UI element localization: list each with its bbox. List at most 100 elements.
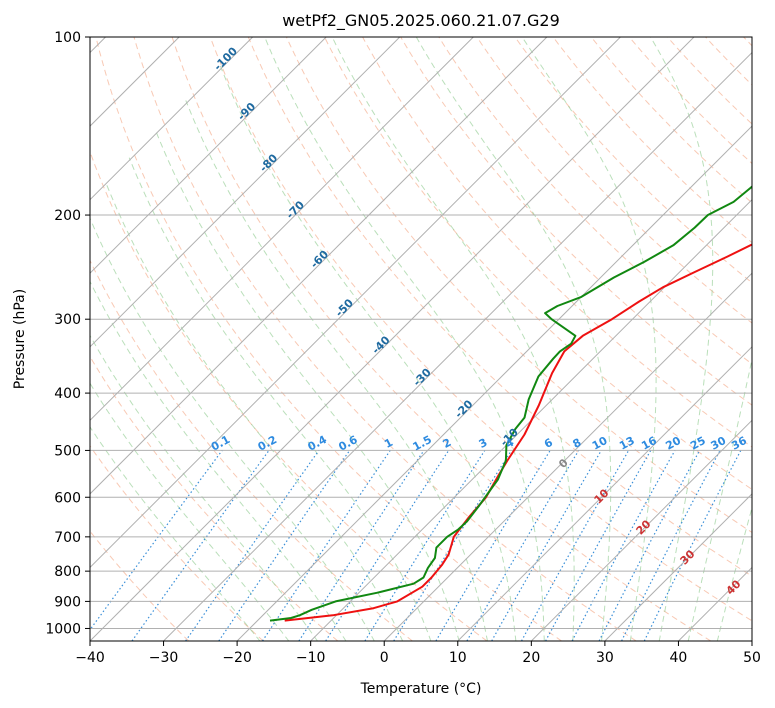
y-axis: 100 200 300 400 500 600 700 800 900 1000 — [45, 30, 90, 637]
isotherms — [90, 37, 752, 641]
plot-frame — [89, 36, 753, 642]
y-tick-label: 800 — [54, 564, 81, 580]
mixing-ratio-line — [393, 450, 512, 641]
y-tick-label: 500 — [54, 443, 81, 459]
isotherm-line — [310, 198, 752, 641]
mixing-ratio-line — [643, 450, 742, 641]
moist-adiabat-line — [687, 357, 752, 641]
isotherm-line — [90, 37, 327, 274]
x-tick-label: 40 — [670, 650, 688, 666]
mixing-ratio-label: 30 — [709, 434, 729, 453]
y-tick-label: 400 — [54, 386, 81, 402]
moist-adiabat-line — [521, 37, 657, 641]
mixing-ratio-line — [298, 450, 425, 641]
dry-adiabat-line — [514, 37, 752, 284]
isotherm-label: -70 — [284, 198, 307, 221]
isotherm-line — [457, 346, 752, 641]
isotherm-line — [530, 419, 752, 641]
isotherm-line — [90, 37, 401, 348]
mixing-ratio-line — [545, 450, 652, 641]
moist-adiabats — [90, 37, 752, 641]
moist-adiabat-line — [128, 157, 432, 641]
plot-area: -100-90-80-70-60-50-40-30-20-100.1 0.2 0.4… — [90, 37, 752, 641]
mixing-ratio-label: 3 — [477, 436, 490, 451]
isotherm-label: -20 — [452, 397, 475, 420]
dry-adiabat-line — [90, 150, 488, 641]
moist-adiabat-line — [90, 280, 347, 641]
y-tick-label: 700 — [54, 530, 81, 546]
mixing-ratio-line — [90, 450, 223, 631]
y-tick-label: 200 — [54, 208, 81, 224]
x-tick-label: 20 — [522, 650, 540, 666]
moist-adiabat-label: 0 — [556, 456, 571, 471]
moist-adiabat-label: 30 — [678, 547, 698, 567]
mixing-ratio-label: 20 — [663, 434, 683, 453]
moist-adiabat-line — [90, 334, 318, 641]
dry-adiabat-line — [90, 355, 339, 641]
moist-adiabat-line — [185, 100, 488, 641]
y-tick-label: 100 — [54, 30, 81, 46]
dry-adiabat-line — [90, 259, 413, 641]
isotherm-label: -80 — [257, 151, 280, 174]
sounding-profiles — [269, 185, 752, 622]
x-axis: −40 −30 −20 −10 0 10 20 30 40 50 — [75, 641, 761, 666]
x-axis-title: Temperature (°C) — [360, 681, 482, 697]
mixing-ratio-line — [218, 450, 351, 641]
y-axis-title: Pressure (hPa) — [12, 289, 28, 389]
mixing-ratio-line — [261, 450, 391, 641]
mixing-ratio-line — [466, 450, 580, 641]
mixing-ratio-line — [364, 450, 486, 641]
moist-adiabat-line — [264, 37, 545, 641]
x-tick-label: −20 — [222, 650, 252, 666]
dry-adiabat-line — [171, 37, 712, 641]
isotherm-line — [90, 37, 474, 422]
mixing-ratio-line — [435, 450, 551, 641]
moist-adiabat-label: 40 — [724, 577, 744, 597]
mixing-ratio-line — [131, 450, 270, 641]
dry-adiabat-line — [667, 37, 752, 125]
x-tick-label: 10 — [449, 650, 467, 666]
isotherm-line — [604, 493, 752, 641]
moist-adiabat-line — [331, 37, 575, 641]
mixing-ratio-line — [491, 450, 602, 641]
isotherm-line — [90, 37, 621, 569]
isotherm-label: -90 — [235, 100, 258, 123]
isotherm-line — [90, 37, 254, 201]
isobars — [90, 37, 752, 629]
chart-title: wetPf2_GN05.2025.060.21.07.G29 — [282, 11, 560, 31]
mixing-ratio-label: 10 — [590, 434, 610, 453]
dry-adiabat-line — [285, 37, 752, 534]
mixing-ratio-line — [598, 450, 701, 641]
x-tick-label: 50 — [743, 650, 761, 666]
isotherm-label: -50 — [333, 296, 356, 319]
mixing-ratio-label: 6 — [542, 436, 555, 451]
isotherm-line — [751, 640, 752, 641]
isotherm-line — [90, 37, 695, 641]
dry-adiabat-line — [95, 37, 562, 641]
dry-adiabat-line — [209, 37, 752, 622]
dry-adiabat-line — [90, 530, 190, 641]
dewpoint-profile-line — [269, 185, 752, 622]
y-tick-label: 600 — [54, 490, 81, 506]
moist-adiabat-line — [90, 426, 261, 641]
temperature-profile-line — [284, 243, 752, 622]
dry-adiabat-line — [590, 37, 752, 204]
dry-adiabat-line — [743, 37, 752, 47]
isotherm-line — [163, 51, 752, 641]
moist-adiabat-line — [90, 382, 290, 641]
mixing-ratio-label: 36 — [729, 434, 749, 453]
x-tick-label: 30 — [596, 650, 614, 666]
x-tick-label: 0 — [380, 650, 389, 666]
moist-adiabat-line — [415, 37, 612, 641]
isotherm-line — [90, 37, 548, 495]
isotherm-line — [383, 272, 752, 641]
moist-adiabat-line — [90, 217, 375, 641]
moist-adiabat-line — [650, 37, 714, 641]
dry-adiabat-line — [247, 37, 752, 577]
isotherm-label: -60 — [308, 248, 331, 271]
isotherm-label: -40 — [369, 333, 392, 356]
moist-adiabat-label: 10 — [592, 486, 612, 506]
y-tick-label: 900 — [54, 594, 81, 610]
dry-adiabat-line — [552, 37, 752, 244]
